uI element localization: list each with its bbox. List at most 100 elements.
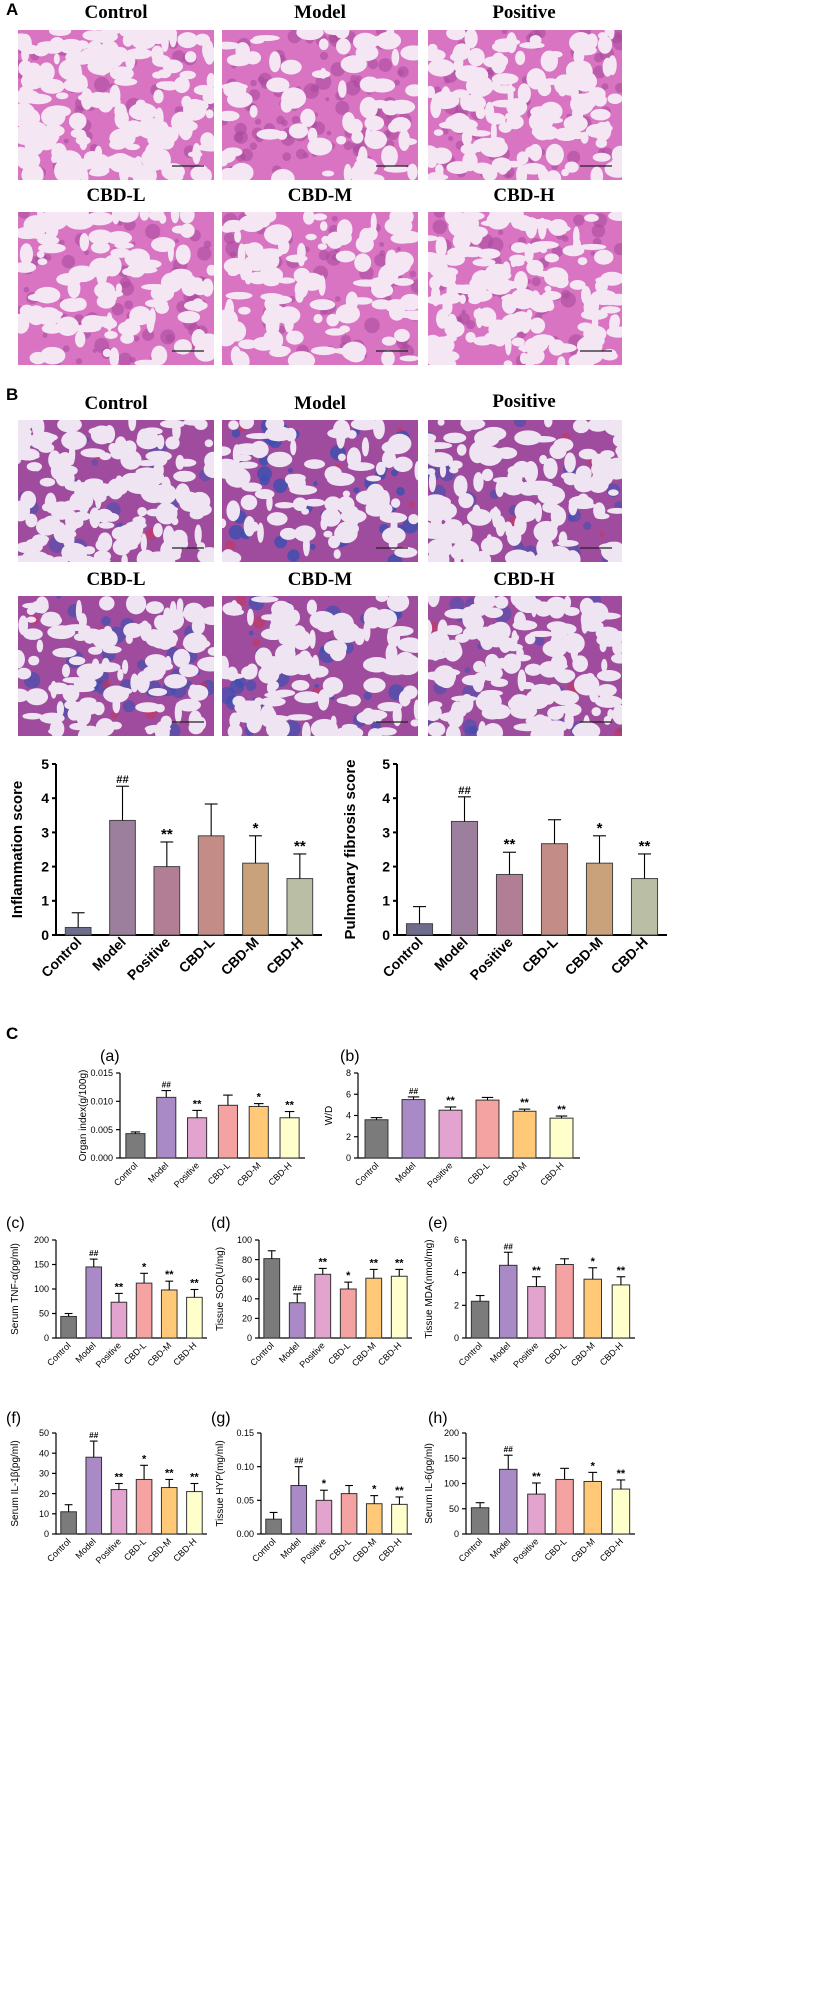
y-tick-label: 50	[449, 1504, 459, 1514]
tissue-texture	[428, 212, 622, 365]
x-tick-label: CBD-H	[263, 934, 306, 977]
x-tick-label: Positive	[299, 1536, 328, 1565]
he-micrograph-control	[18, 30, 214, 180]
x-tick-label: Control	[250, 1536, 278, 1564]
bar	[315, 1499, 333, 1535]
he-micrograph-cbd-h	[428, 212, 622, 365]
tissue-texture	[428, 596, 622, 736]
x-tick-label: CBD-M	[501, 1160, 529, 1188]
bar	[527, 1286, 546, 1339]
bar	[217, 1104, 238, 1159]
significance-mark: **	[532, 1471, 541, 1483]
axes	[396, 764, 667, 936]
y-tick-label: 150	[444, 1453, 459, 1463]
bar	[290, 1485, 308, 1535]
significance-mark: *	[346, 1270, 351, 1282]
significance-mark: ##	[162, 1081, 172, 1090]
y-axis-label: Tissue MDA(nmol/mg)	[424, 1239, 435, 1338]
bar	[365, 1277, 383, 1339]
x-tick-label: Control	[112, 1160, 140, 1188]
chart-panel-label: (c)	[6, 1215, 25, 1232]
bar	[85, 1456, 103, 1535]
bar	[470, 1507, 490, 1535]
significance-mark: **	[446, 1095, 455, 1107]
y-tick-label: 4	[346, 1111, 351, 1121]
x-tick-label: CBD-H	[171, 1340, 198, 1367]
x-tick-label: Model	[393, 1160, 417, 1184]
y-axis-label: Organ index(g/100g)	[78, 1070, 89, 1162]
masson-title-model: Model	[294, 393, 346, 414]
bar	[286, 878, 314, 936]
x-tick-label: CBD-M	[218, 934, 262, 978]
significance-mark: **	[617, 1468, 626, 1480]
x-tick-label: CBD-M	[569, 1340, 597, 1368]
y-tick-label: 5	[41, 756, 49, 772]
x-tick-label: Control	[457, 1340, 485, 1368]
y-tick-label: 5	[382, 756, 390, 772]
significance-mark: **	[520, 1097, 529, 1109]
bar	[390, 1275, 408, 1339]
x-tick-label: Positive	[124, 934, 173, 983]
tissue-texture	[222, 30, 418, 180]
y-axis-label: Tissue SOD(U/mg)	[215, 1247, 226, 1331]
masson-micrograph-model	[222, 420, 418, 562]
x-tick-label: Control	[248, 1340, 276, 1368]
x-tick-label: CBD-L	[543, 1536, 569, 1562]
bar	[265, 1518, 282, 1535]
bar	[364, 1119, 389, 1159]
tissue-mda-chart: 0 2 4 6 Tissue MDA(nmol/mg) Control ## Model ** P…	[424, 1215, 635, 1370]
bar	[288, 1302, 306, 1339]
panel-label-c: C	[6, 1024, 19, 1043]
x-tick-label: CBD-L	[465, 1160, 491, 1186]
y-tick-label: 20	[242, 1314, 252, 1324]
x-tick-label: CBD-M	[569, 1536, 597, 1564]
bar	[611, 1488, 631, 1535]
y-tick-label: 0.15	[236, 1428, 254, 1438]
x-tick-label: Control	[353, 1160, 381, 1188]
bar	[135, 1282, 153, 1339]
significance-mark: **	[165, 1467, 174, 1479]
axes	[357, 1073, 580, 1159]
y-tick-label: 8	[346, 1068, 351, 1078]
he-title-cbd-h: CBD-H	[493, 185, 555, 206]
significance-mark: ##	[294, 1457, 304, 1466]
y-tick-label: 0	[44, 1529, 49, 1539]
y-tick-label: 6	[454, 1235, 459, 1245]
y-tick-label: 1	[41, 893, 49, 909]
y-tick-label: 0.005	[90, 1125, 113, 1135]
tissue-hyp-chart: 0.00 0.05 0.10 0.15 Tissue HYP(mg/ml) Control…	[211, 1410, 412, 1566]
x-tick-label: Positive	[425, 1160, 454, 1189]
x-tick-label: CBD-M	[350, 1536, 378, 1564]
bar	[110, 1301, 128, 1339]
significance-mark: *	[597, 820, 603, 837]
bar	[340, 1493, 358, 1535]
bar	[109, 819, 136, 936]
significance-mark: ##	[458, 785, 471, 797]
chart-panel-label: (f)	[6, 1410, 21, 1427]
x-tick-label: Positive	[94, 1536, 123, 1565]
y-tick-label: 0	[454, 1529, 459, 1539]
bar	[585, 862, 614, 936]
y-tick-label: 60	[242, 1274, 252, 1284]
masson-title-cbd-l: CBD-L	[86, 569, 146, 590]
y-tick-label: 40	[242, 1294, 252, 1304]
tissue-texture	[222, 420, 418, 562]
bar	[279, 1117, 300, 1159]
y-tick-label: 0.010	[90, 1096, 113, 1106]
y-axis-label: W/D	[324, 1106, 335, 1125]
tissue-texture	[428, 30, 622, 180]
y-tick-label: 100	[34, 1284, 49, 1294]
y-tick-label: 50	[39, 1428, 49, 1438]
y-tick-label: 0	[41, 927, 49, 943]
bar	[187, 1117, 208, 1159]
y-tick-label: 0.00	[236, 1529, 254, 1539]
y-tick-label: 6	[346, 1089, 351, 1099]
bar	[248, 1105, 269, 1159]
x-tick-label: Control	[457, 1536, 485, 1564]
significance-mark: **	[285, 1100, 294, 1112]
bar	[186, 1491, 203, 1535]
tissue-texture	[222, 596, 418, 736]
y-tick-label: 40	[39, 1448, 49, 1458]
